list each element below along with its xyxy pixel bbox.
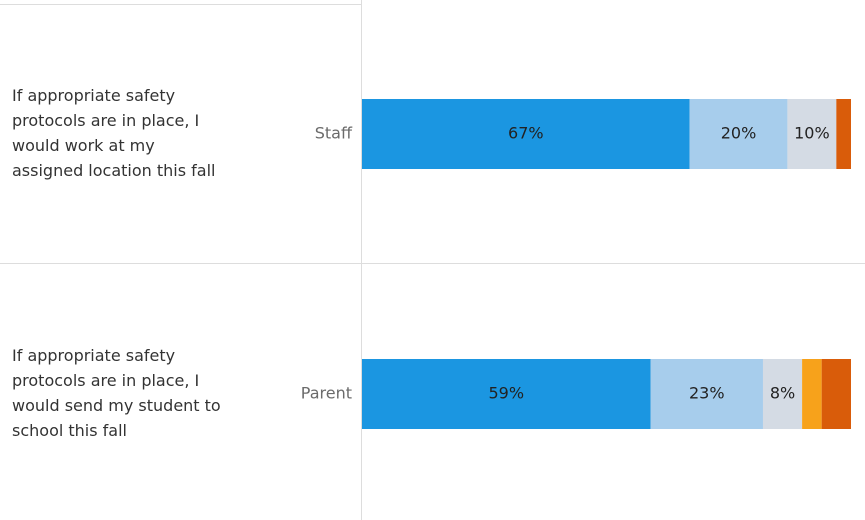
bar-segment [836,99,851,169]
bar-segment [650,359,763,429]
value-label: 67% [508,124,544,143]
value-label: 8% [770,384,795,403]
category-label: Parent [301,384,352,403]
question-text: If appropriate safety [12,346,175,365]
bar-segment [787,99,837,169]
question-text: school this fall [12,421,127,440]
bar-segment [802,359,822,429]
question-text: protocols are in place, I [12,371,199,390]
question-text: would send my student to [12,396,221,415]
category-label: Staff [315,124,353,143]
bar-segment [762,359,803,429]
value-label: 23% [689,384,725,403]
question-text: would work at my [12,136,155,155]
value-label: 59% [488,384,524,403]
bar-segment [362,99,690,169]
bar-segment [821,359,851,429]
bar-segment [362,359,651,429]
value-label: 10% [794,124,830,143]
value-label: 20% [721,124,757,143]
question-text: protocols are in place, I [12,111,199,130]
bar-segment [689,99,788,169]
question-text: If appropriate safety [12,86,175,105]
question-text: assigned location this fall [12,161,215,180]
